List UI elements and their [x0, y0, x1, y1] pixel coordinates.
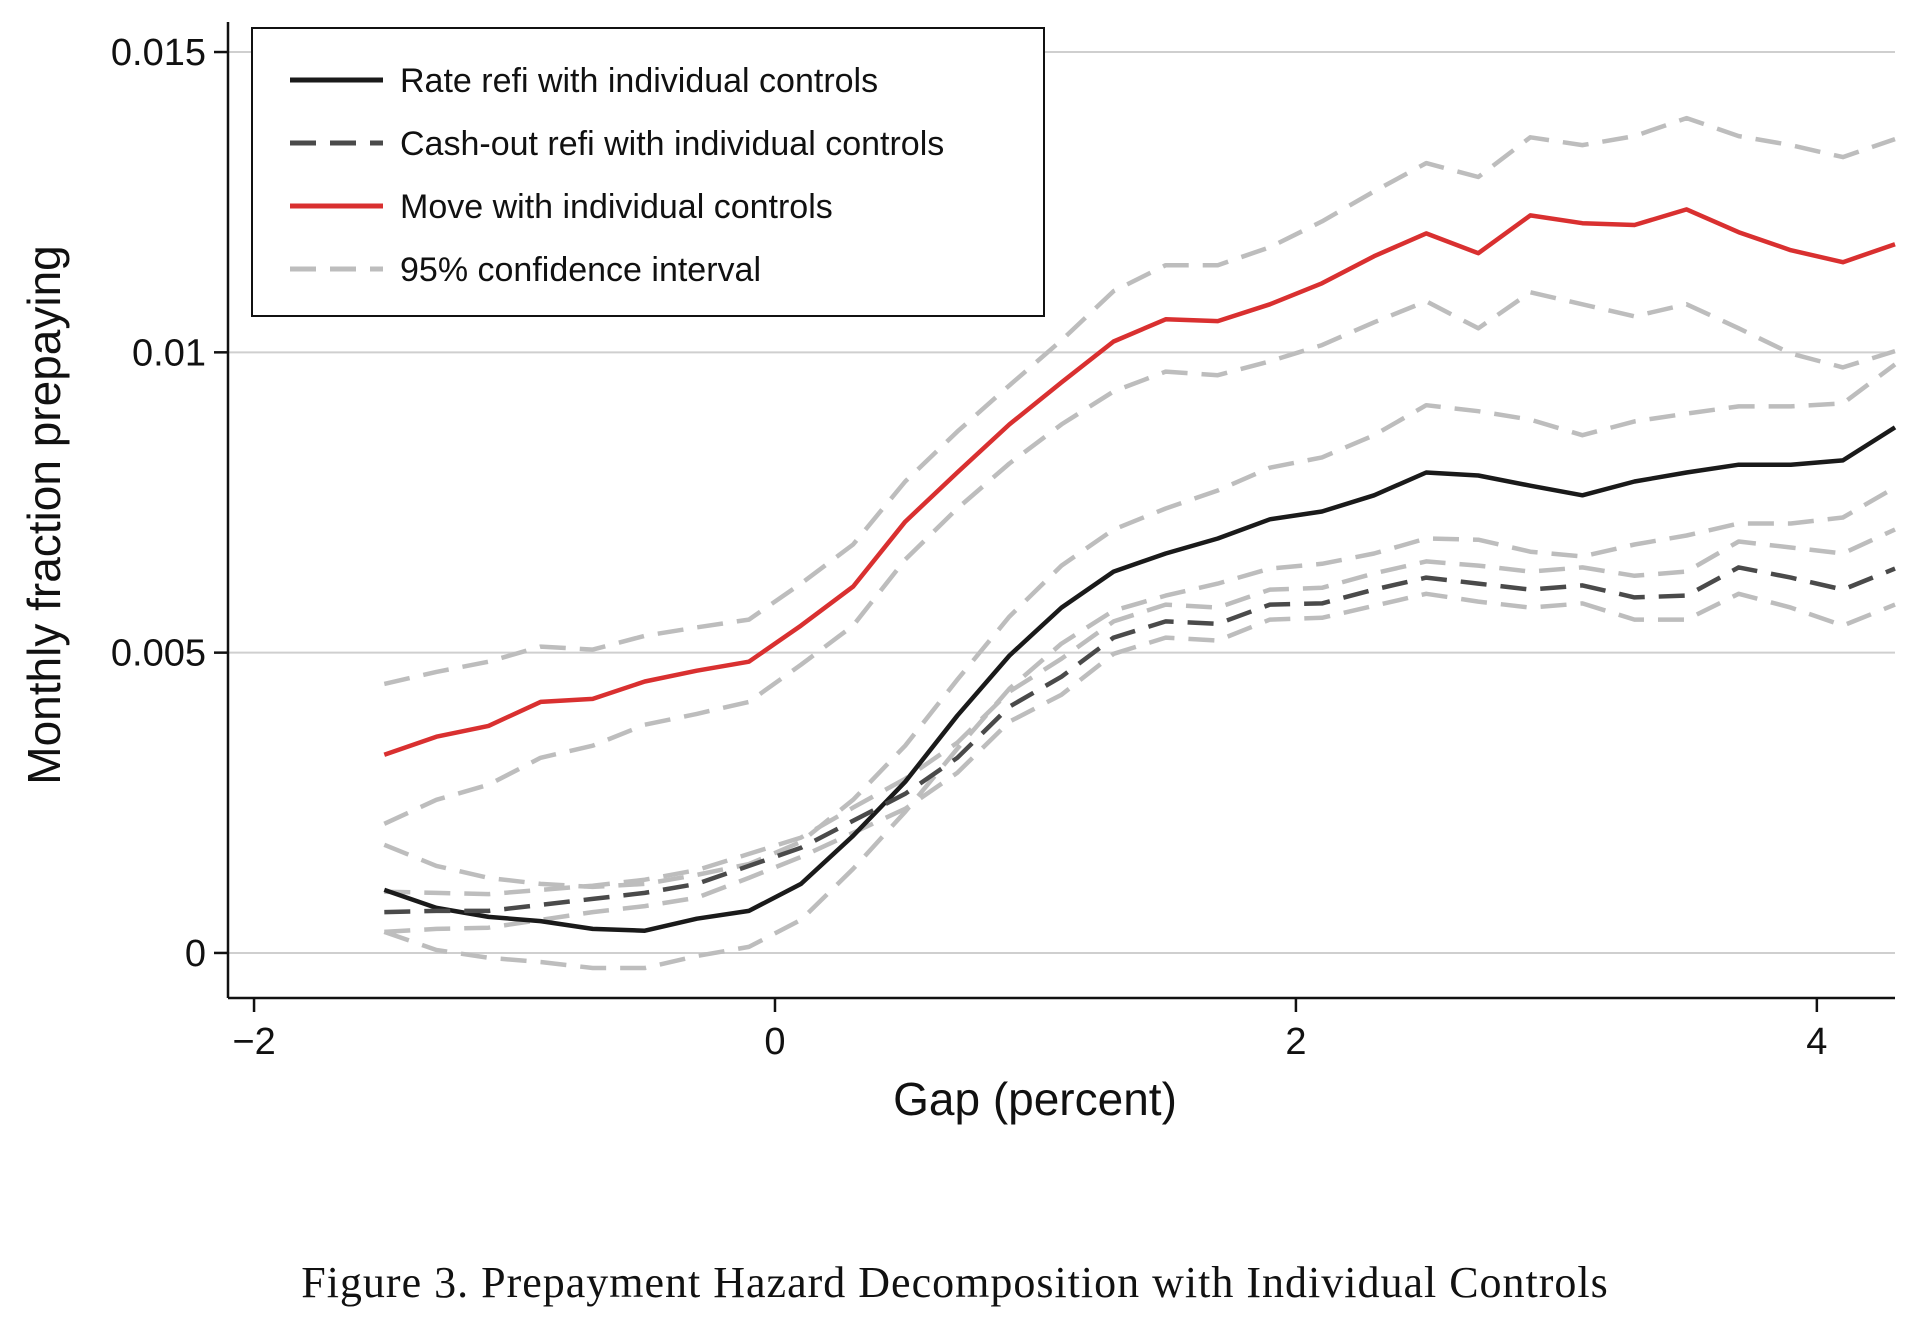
ci-line-ci-upper-1	[384, 527, 1896, 897]
rate-refi-line	[383, 425, 1897, 933]
series-lines	[383, 207, 1897, 933]
ci-line-ci-upper-0	[383, 362, 1897, 890]
x-axis-ticks: −2 0 2 4	[232, 998, 1827, 1063]
y-tick-label: 0.005	[111, 633, 206, 675]
x-tick-label: 4	[1806, 1021, 1827, 1063]
legend: Rate refi with individual controls Cash-o…	[251, 27, 1045, 317]
legend-label: 95% confidence interval	[400, 251, 761, 289]
move-line	[383, 207, 1896, 757]
y-tick-label: 0	[185, 933, 206, 975]
legend-label: Cash-out refi with individual controls	[400, 125, 944, 163]
ci-line-ci-lower-0	[383, 485, 1897, 971]
legend-label: Move with individual controls	[400, 188, 833, 226]
x-tick-label: 0	[764, 1021, 785, 1063]
figure-caption: Figure 3. Prepayment Hazard Decompositio…	[301, 1258, 1609, 1307]
x-axis-title: Gap (percent)	[893, 1073, 1177, 1125]
legend-box	[251, 27, 1045, 317]
ci-line-ci-lower-1	[384, 591, 1896, 935]
y-tick-label: 0.01	[132, 332, 206, 374]
x-tick-label: −2	[232, 1021, 275, 1063]
cash-out-refi-line	[384, 565, 1896, 915]
x-tick-label: 2	[1285, 1021, 1306, 1063]
ci-line-ci-lower-2	[383, 290, 1896, 826]
legend-label: Rate refi with individual controls	[400, 62, 878, 100]
y-tick-label: 0.015	[111, 32, 206, 74]
axes	[226, 22, 1895, 1000]
ci-line-ci-upper-2	[383, 115, 1896, 687]
confidence-interval-lines	[383, 115, 1897, 971]
y-axis-title: Monthly fraction prepaying	[18, 245, 70, 785]
y-axis-ticks: 0 0.005 0.01 0.015	[111, 32, 228, 975]
